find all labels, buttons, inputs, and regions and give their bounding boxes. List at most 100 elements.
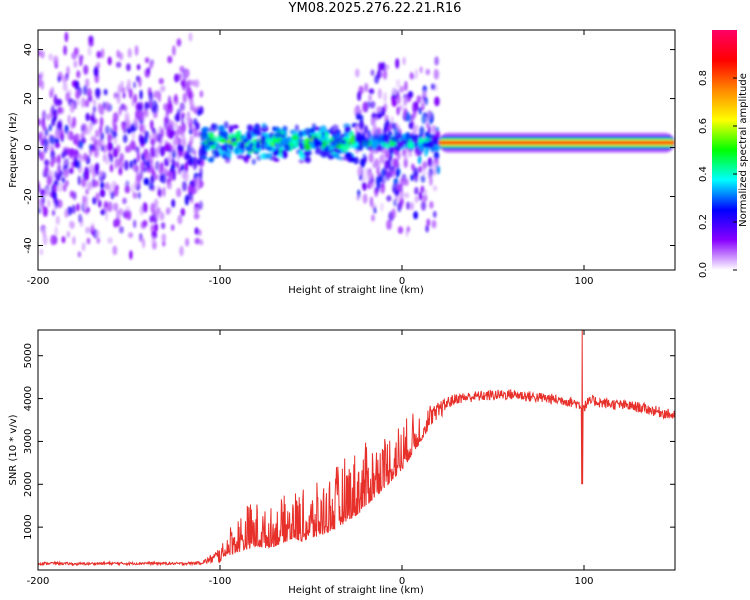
heatmap-cell	[423, 188, 428, 197]
heatmap-cell	[144, 57, 150, 64]
heatmap-cell	[132, 81, 137, 89]
heatmap-cell	[139, 89, 143, 100]
heatmap-cell	[107, 56, 112, 66]
snr-x-label: Height of straight line (km)	[288, 585, 424, 596]
spectrogram-x-tick-label: 100	[574, 276, 593, 287]
spectrogram-y-tick-label: 20	[23, 92, 34, 105]
heatmap-cell	[431, 125, 437, 132]
heatmap-cell	[335, 154, 340, 160]
heatmap-cell	[50, 234, 56, 246]
heatmap-cell	[303, 143, 311, 151]
heatmap-cell	[226, 139, 233, 145]
heatmap-cell	[167, 55, 173, 64]
heatmap-cell	[167, 102, 173, 114]
heatmap-cell	[100, 188, 104, 196]
heatmap-cell	[412, 101, 417, 113]
heatmap-cell	[298, 158, 305, 164]
heatmap-cell	[95, 192, 100, 202]
heatmap-cell	[412, 128, 417, 135]
heatmap-cell	[126, 120, 131, 128]
heatmap-cell	[193, 207, 199, 214]
heatmap-cell	[401, 148, 405, 157]
heatmap-cell	[255, 141, 261, 150]
heatmap-cell	[371, 214, 375, 222]
heatmap-cell	[179, 124, 185, 136]
heatmap-cell	[247, 124, 254, 132]
heatmap-cell	[40, 188, 45, 197]
heatmap-cell	[107, 237, 113, 244]
heatmap-cell	[431, 219, 437, 229]
heatmap-cell	[64, 31, 69, 43]
heatmap-cell	[160, 127, 164, 138]
heatmap-cell	[133, 158, 137, 165]
heatmap-cell	[187, 191, 193, 201]
heatmap-cell	[136, 151, 141, 163]
heatmap-cell	[410, 135, 418, 141]
heatmap-cell	[185, 237, 190, 247]
heatmap-cell	[170, 224, 175, 231]
heatmap-cell	[181, 114, 185, 126]
heatmap-cell	[419, 143, 425, 153]
heatmap-cell	[166, 127, 172, 138]
heatmap-cell	[131, 131, 136, 141]
heatmap-cell	[184, 171, 189, 182]
heatmap-cell	[112, 112, 119, 123]
heatmap-cell	[116, 96, 121, 105]
snr-x-tick-label: -100	[209, 576, 232, 587]
heatmap-cell	[81, 97, 86, 108]
heatmap-cell	[358, 120, 365, 130]
heatmap-cell	[159, 162, 164, 172]
heatmap-cell	[96, 50, 102, 59]
heatmap-cell	[396, 93, 401, 105]
heatmap-cell	[417, 155, 422, 165]
heatmap-cell	[215, 151, 222, 157]
heatmap-cell	[362, 139, 371, 146]
heatmap-cell	[176, 187, 182, 198]
heatmap-cell	[184, 153, 189, 161]
snr-y-tick-label: 4000	[23, 386, 34, 411]
heatmap-cell	[433, 68, 438, 80]
heatmap-cell	[357, 91, 362, 102]
heatmap-cell	[407, 91, 414, 98]
heatmap-cell	[39, 151, 45, 161]
heatmap-cell	[360, 174, 367, 182]
heatmap-cell	[200, 131, 209, 139]
heatmap-cell	[425, 224, 429, 233]
heatmap-cell	[424, 148, 428, 157]
heatmap-cell	[57, 199, 63, 209]
heatmap-cell	[381, 62, 386, 71]
heatmap-cell	[63, 45, 67, 56]
heatmap-cell	[182, 138, 186, 148]
heatmap-cell	[218, 124, 225, 132]
heatmap-cell	[113, 189, 119, 197]
heatmap-cell	[63, 149, 68, 157]
heatmap-cell	[72, 236, 76, 245]
heatmap-cell	[110, 127, 114, 135]
heatmap-cell	[174, 73, 180, 83]
heatmap-cell	[55, 128, 60, 139]
heatmap-cell	[58, 128, 64, 137]
snr-x-tick-label: 100	[574, 576, 593, 587]
heatmap-cell	[63, 168, 69, 178]
heatmap-cell	[155, 208, 159, 219]
snr-background	[38, 330, 675, 570]
heatmap-cell	[261, 122, 267, 129]
heatmap-cell	[231, 141, 238, 147]
heatmap-cell	[413, 211, 418, 220]
spectrogram-blobs	[38, 31, 675, 260]
heatmap-cell	[164, 117, 170, 125]
heatmap-cell	[105, 101, 110, 112]
heatmap-cell	[96, 62, 101, 69]
heatmap-cell	[373, 206, 377, 214]
heatmap-cell	[379, 154, 385, 164]
heatmap-cell	[349, 131, 355, 136]
heatmap-cell	[359, 114, 364, 123]
heatmap-cell	[166, 171, 172, 178]
heatmap-cell	[199, 154, 208, 161]
heatmap-cell	[121, 124, 126, 131]
heatmap-cell	[136, 64, 141, 71]
heatmap-cell	[403, 178, 409, 186]
heatmap-cell	[100, 132, 104, 141]
heatmap-cell	[113, 202, 119, 212]
heatmap-cell	[92, 196, 97, 205]
